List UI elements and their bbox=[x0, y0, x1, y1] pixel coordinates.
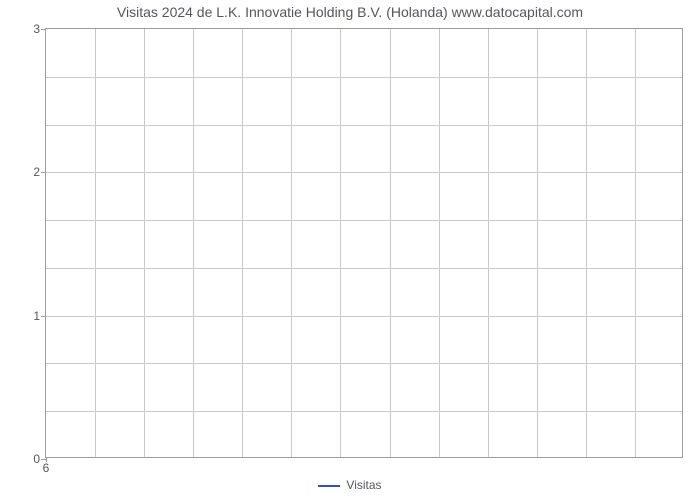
gridline-v bbox=[586, 29, 587, 457]
chart-title: Visitas 2024 de L.K. Innovatie Holding B… bbox=[0, 4, 700, 20]
x-tick-label: 6 bbox=[43, 461, 50, 475]
gridline-v bbox=[439, 29, 440, 457]
y-tick-label: 3 bbox=[33, 22, 40, 36]
plot-area: 01236 bbox=[45, 28, 683, 458]
y-tick-label: 1 bbox=[33, 309, 40, 323]
y-tick-mark bbox=[41, 29, 46, 30]
y-tick-mark bbox=[41, 172, 46, 173]
gridline-v bbox=[488, 29, 489, 457]
y-tick-label: 2 bbox=[33, 165, 40, 179]
visits-chart: Visitas 2024 de L.K. Innovatie Holding B… bbox=[0, 0, 700, 500]
y-tick-label: 0 bbox=[33, 452, 40, 466]
gridline-v bbox=[635, 29, 636, 457]
chart-legend: Visitas bbox=[0, 478, 700, 492]
gridline-v bbox=[95, 29, 96, 457]
x-tick-mark bbox=[46, 457, 47, 462]
gridline-v bbox=[340, 29, 341, 457]
legend-label: Visitas bbox=[346, 478, 381, 492]
gridline-v bbox=[291, 29, 292, 457]
gridline-v bbox=[242, 29, 243, 457]
legend-line-icon bbox=[318, 485, 340, 487]
gridline-v bbox=[537, 29, 538, 457]
gridline-v bbox=[193, 29, 194, 457]
gridline-v bbox=[390, 29, 391, 457]
gridline-v bbox=[144, 29, 145, 457]
y-tick-mark bbox=[41, 316, 46, 317]
